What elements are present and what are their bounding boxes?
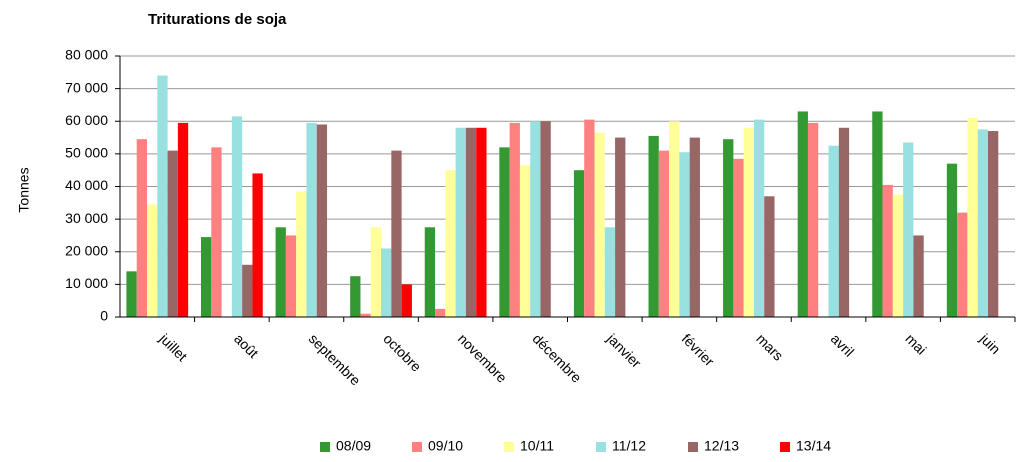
bar — [957, 212, 968, 317]
x-tick-label: juillet — [156, 330, 191, 365]
bar — [424, 227, 436, 317]
bar — [913, 235, 924, 317]
bar — [733, 158, 744, 317]
bar — [967, 117, 978, 317]
legend-swatch — [504, 442, 514, 452]
bar — [146, 204, 158, 317]
bar — [476, 127, 487, 318]
bar — [807, 122, 819, 317]
legend-swatch — [412, 442, 422, 452]
bar — [509, 122, 520, 317]
bar — [977, 129, 989, 317]
bar — [743, 127, 754, 318]
bar — [679, 152, 690, 317]
y-tick-label: 10 000 — [65, 275, 108, 291]
bar — [584, 119, 595, 318]
y-tick-label: 60 000 — [65, 112, 108, 128]
bar — [177, 122, 189, 317]
bar — [594, 132, 605, 317]
bar — [753, 119, 765, 318]
legend-swatch — [596, 442, 606, 452]
bar — [381, 248, 392, 317]
bar — [435, 308, 446, 317]
bar — [455, 127, 466, 318]
bar — [167, 150, 178, 317]
legend-label: 11/12 — [612, 438, 646, 454]
y-tick-label: 40 000 — [65, 177, 108, 193]
bar — [669, 121, 680, 317]
x-tick-label: janvier — [603, 330, 644, 371]
bar — [350, 276, 361, 317]
legend-swatch — [780, 442, 790, 452]
bar — [892, 194, 904, 317]
chart-title: Triturations de soja — [148, 11, 287, 28]
bar — [391, 150, 402, 317]
legend-label: 08/09 — [336, 438, 371, 454]
bar — [519, 165, 531, 317]
bar — [764, 196, 775, 317]
x-tick-label: avril — [828, 330, 857, 359]
bar — [136, 139, 147, 317]
x-tick-label: novembre — [455, 330, 510, 385]
bar — [285, 235, 297, 317]
bar — [126, 271, 137, 317]
bar — [316, 124, 328, 317]
bar — [252, 173, 263, 317]
y-tick-label: 30 000 — [65, 210, 108, 226]
y-tick-label: 50 000 — [65, 145, 108, 161]
y-tick-label: 70 000 — [65, 79, 108, 95]
bar — [797, 111, 808, 318]
bar — [648, 135, 659, 317]
bar — [157, 75, 168, 317]
bar — [275, 227, 286, 317]
x-tick-label: septembre — [306, 330, 364, 388]
legend-swatch — [688, 442, 698, 452]
legend-label: 12/13 — [704, 438, 739, 454]
bar — [573, 170, 585, 317]
bar — [296, 191, 307, 317]
x-tick-label: juin — [976, 330, 1003, 357]
bar — [540, 121, 551, 317]
y-tick-label: 0 — [100, 308, 108, 324]
bar — [306, 122, 317, 317]
bar — [370, 227, 382, 317]
x-tick-label: mars — [753, 330, 786, 363]
x-tick-label: août — [231, 330, 262, 361]
y-tick-label: 80 000 — [65, 47, 108, 63]
bar — [872, 111, 883, 318]
bar — [465, 127, 477, 318]
x-tick-label: février — [679, 330, 718, 369]
bar — [658, 150, 670, 317]
bar — [838, 127, 850, 318]
bar — [360, 313, 371, 317]
bar — [445, 170, 456, 317]
bar — [615, 137, 626, 317]
x-tick-label: décembre — [529, 330, 584, 385]
legend-swatch — [320, 442, 330, 452]
legend-label: 09/10 — [428, 438, 463, 454]
bar — [689, 137, 700, 317]
y-axis-label: Tonnes — [16, 167, 32, 212]
bar — [242, 264, 253, 317]
bar — [946, 163, 958, 317]
bar — [200, 237, 212, 317]
legend-label: 10/11 — [520, 438, 554, 454]
bar — [988, 131, 999, 317]
bar — [723, 139, 734, 317]
x-tick-label: mai — [902, 330, 929, 357]
legend-label: 13/14 — [796, 438, 831, 454]
bar — [882, 184, 893, 317]
bar — [903, 142, 914, 317]
bar — [231, 116, 243, 317]
y-tick-label: 20 000 — [65, 242, 108, 258]
bar — [828, 145, 839, 317]
x-tick-label: octobre — [380, 330, 424, 374]
bar — [499, 147, 510, 317]
bar — [604, 227, 616, 317]
bar — [530, 121, 541, 317]
bar — [211, 147, 222, 317]
bar — [401, 284, 412, 317]
